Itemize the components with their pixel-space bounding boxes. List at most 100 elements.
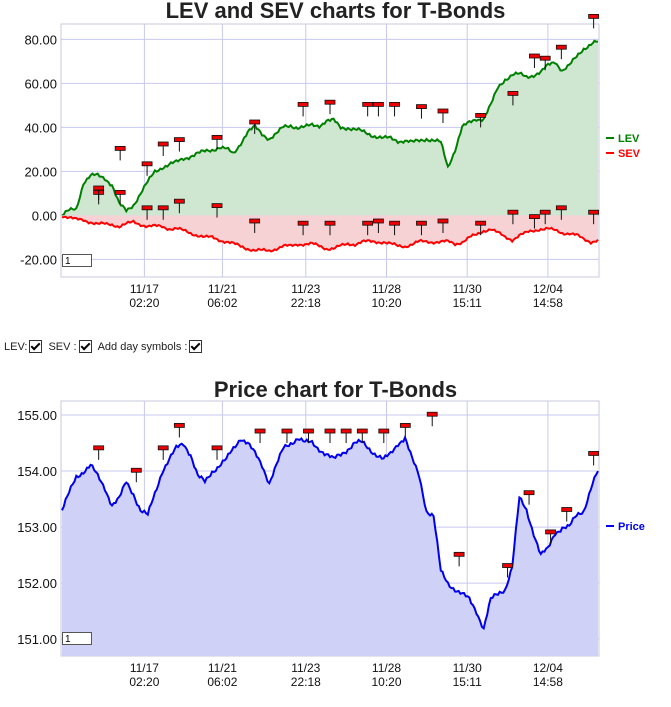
day-marker bbox=[437, 108, 449, 114]
x-tick-label-time: 02:20 bbox=[129, 296, 159, 310]
day-marker bbox=[561, 507, 573, 512]
chart-title-lev-sev: LEV and SEV charts for T-Bonds bbox=[165, 0, 506, 23]
y-tick-label: 153.00 bbox=[17, 520, 57, 535]
x-tick-label-date: 11/17 bbox=[130, 282, 159, 296]
x-tick-label-time: 10:20 bbox=[371, 296, 401, 310]
day-marker bbox=[555, 44, 567, 50]
series-line-lev bbox=[61, 39, 598, 217]
x-tick-label-time: 22:18 bbox=[291, 675, 321, 689]
day-marker bbox=[297, 102, 309, 107]
x-tick-label-date: 11/23 bbox=[291, 282, 320, 296]
day-marker bbox=[529, 214, 540, 220]
x-tick-label-time: 06:02 bbox=[207, 675, 237, 689]
day-marker bbox=[545, 529, 556, 535]
legend-label: SEV bbox=[618, 148, 641, 160]
x-tick-label-time: 15:11 bbox=[453, 675, 482, 689]
sev-toggle-label: SEV : bbox=[48, 340, 77, 353]
x-tick-label-time: 22:18 bbox=[291, 296, 321, 310]
day-marker bbox=[141, 161, 153, 167]
y-tick-label: 155.00 bbox=[17, 408, 57, 423]
y-tick-label: 20.00 bbox=[24, 164, 57, 179]
day-marker bbox=[453, 551, 465, 557]
day-marker bbox=[324, 220, 336, 226]
lev-toggle-label: LEV: bbox=[4, 340, 28, 353]
day-marker bbox=[114, 145, 126, 151]
day-marker bbox=[507, 91, 519, 96]
day-marker bbox=[502, 563, 513, 568]
zoom-input-lev-sev[interactable]: 1 bbox=[62, 254, 92, 267]
day-marker bbox=[173, 423, 185, 428]
lev-checkbox[interactable] bbox=[29, 340, 43, 353]
x-tick-label-date: 11/21 bbox=[208, 661, 237, 675]
day-symbols-checkbox[interactable] bbox=[189, 340, 203, 353]
day-marker bbox=[373, 218, 384, 224]
y-tick-label: 151.00 bbox=[17, 632, 57, 647]
series-line-sev bbox=[61, 215, 599, 253]
day-marker bbox=[141, 205, 153, 211]
day-marker bbox=[324, 428, 336, 434]
day-marker bbox=[249, 218, 261, 224]
series-area-price bbox=[62, 437, 598, 656]
x-tick-label-time: 15:11 bbox=[453, 296, 482, 310]
day-marker bbox=[389, 102, 400, 107]
x-tick-label-date: 12/04 bbox=[533, 282, 563, 296]
day-marker bbox=[437, 218, 449, 224]
day-marker bbox=[529, 53, 540, 59]
day-marker bbox=[93, 185, 105, 191]
day-marker bbox=[362, 102, 374, 107]
series-area-lev bbox=[62, 40, 598, 216]
day-marker bbox=[211, 134, 223, 140]
day-marker bbox=[416, 220, 427, 226]
day-marker bbox=[507, 209, 519, 215]
zoom-input-price[interactable]: 1 bbox=[62, 632, 92, 645]
x-tick-label-time: 14:58 bbox=[533, 675, 563, 689]
series-line-price bbox=[61, 434, 599, 631]
sev-checkbox[interactable] bbox=[78, 340, 92, 353]
lev-sev-chart: 80.00 60.00 40.00 20.00 0.00 -20.00 11/1702:20… bbox=[20, 13, 641, 310]
day-marker bbox=[130, 467, 142, 473]
day-marker bbox=[475, 220, 487, 226]
x-tick-label-date: 11/21 bbox=[208, 282, 237, 296]
day-marker bbox=[373, 102, 384, 107]
day-marker bbox=[211, 203, 223, 209]
day-marker bbox=[588, 13, 600, 19]
day-marker bbox=[93, 445, 105, 451]
day-marker bbox=[539, 209, 551, 215]
y-tick-label: 0.00 bbox=[32, 208, 57, 223]
series-toggle-controls: LEV: SEV : Add day symbols : bbox=[4, 340, 206, 353]
day-marker bbox=[555, 205, 567, 211]
y-tick-label: 152.00 bbox=[17, 576, 57, 591]
day-marker bbox=[588, 451, 600, 456]
day-marker bbox=[173, 198, 185, 204]
x-tick-label-date: 11/28 bbox=[372, 661, 401, 675]
day-marker bbox=[324, 99, 336, 105]
x-tick-label-date: 11/17 bbox=[130, 661, 159, 675]
day-marker bbox=[254, 428, 266, 434]
x-tick-label-date: 11/23 bbox=[291, 661, 320, 675]
day-symbols-toggle-label: Add day symbols : bbox=[97, 340, 188, 353]
x-tick-label-time: 14:58 bbox=[533, 296, 563, 310]
y-tick-label: 60.00 bbox=[24, 76, 57, 91]
day-marker bbox=[426, 411, 438, 417]
y-tick-label: 80.00 bbox=[24, 32, 57, 47]
legend-label: Price bbox=[618, 521, 645, 533]
day-marker bbox=[362, 220, 374, 226]
x-tick-label-time: 06:02 bbox=[207, 296, 237, 310]
y-tick-label: 40.00 bbox=[24, 120, 57, 135]
chart-title-price: Price chart for T-Bonds bbox=[213, 377, 458, 402]
day-marker bbox=[539, 55, 551, 61]
day-marker bbox=[399, 423, 411, 428]
day-marker bbox=[378, 428, 390, 434]
x-tick-label-time: 02:20 bbox=[129, 675, 159, 689]
day-marker bbox=[297, 220, 309, 226]
day-marker bbox=[157, 445, 169, 451]
x-tick-label-date: 11/30 bbox=[453, 661, 482, 675]
x-tick-label-time: 10:20 bbox=[371, 675, 401, 689]
day-marker bbox=[389, 220, 400, 226]
day-marker bbox=[157, 205, 169, 211]
day-marker bbox=[303, 428, 314, 434]
day-marker bbox=[114, 189, 126, 195]
day-marker bbox=[281, 428, 293, 434]
y-tick-label: 154.00 bbox=[17, 464, 57, 479]
